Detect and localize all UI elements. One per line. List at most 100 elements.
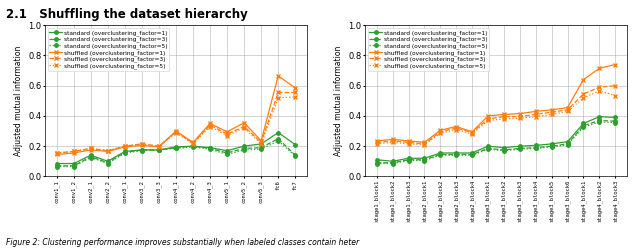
standard (overclustering_factor=5) bbox=[388, 162, 396, 165]
shuffled (overclustering_factor=5) bbox=[291, 96, 299, 99]
Line: standard (overclustering_factor=5): standard (overclustering_factor=5) bbox=[375, 120, 617, 165]
standard (overclustering_factor=3) bbox=[532, 146, 540, 149]
shuffled (overclustering_factor=1) bbox=[500, 113, 508, 116]
shuffled (overclustering_factor=3) bbox=[275, 91, 282, 94]
standard (overclustering_factor=1) bbox=[373, 158, 381, 161]
standard (overclustering_factor=3) bbox=[121, 151, 129, 154]
standard (overclustering_factor=5) bbox=[138, 149, 146, 152]
shuffled (overclustering_factor=1) bbox=[121, 145, 129, 148]
standard (overclustering_factor=5) bbox=[87, 156, 95, 159]
shuffled (overclustering_factor=3) bbox=[189, 142, 197, 145]
standard (overclustering_factor=1) bbox=[104, 160, 112, 163]
standard (overclustering_factor=5) bbox=[223, 153, 231, 156]
shuffled (overclustering_factor=3) bbox=[291, 91, 299, 94]
shuffled (overclustering_factor=5) bbox=[468, 133, 476, 136]
standard (overclustering_factor=1) bbox=[532, 144, 540, 147]
standard (overclustering_factor=1) bbox=[257, 142, 265, 145]
shuffled (overclustering_factor=1) bbox=[373, 139, 381, 142]
Line: shuffled (overclustering_factor=5): shuffled (overclustering_factor=5) bbox=[374, 88, 618, 147]
standard (overclustering_factor=5) bbox=[53, 165, 61, 168]
standard (overclustering_factor=1) bbox=[138, 148, 146, 151]
shuffled (overclustering_factor=5) bbox=[172, 131, 180, 134]
shuffled (overclustering_factor=5) bbox=[532, 115, 540, 118]
standard (overclustering_factor=5) bbox=[580, 126, 588, 129]
standard (overclustering_factor=1) bbox=[564, 140, 572, 143]
standard (overclustering_factor=5) bbox=[532, 147, 540, 150]
standard (overclustering_factor=1) bbox=[87, 154, 95, 157]
standard (overclustering_factor=5) bbox=[104, 162, 112, 165]
shuffled (overclustering_factor=1) bbox=[532, 110, 540, 113]
shuffled (overclustering_factor=3) bbox=[87, 147, 95, 150]
shuffled (overclustering_factor=3) bbox=[223, 133, 231, 136]
Line: standard (overclustering_factor=3): standard (overclustering_factor=3) bbox=[55, 137, 297, 168]
standard (overclustering_factor=1) bbox=[121, 150, 129, 153]
shuffled (overclustering_factor=1) bbox=[155, 145, 163, 148]
shuffled (overclustering_factor=5) bbox=[223, 134, 231, 137]
shuffled (overclustering_factor=3) bbox=[500, 115, 508, 118]
Line: standard (overclustering_factor=3): standard (overclustering_factor=3) bbox=[375, 119, 617, 165]
shuffled (overclustering_factor=3) bbox=[611, 84, 619, 87]
shuffled (overclustering_factor=1) bbox=[516, 112, 524, 115]
shuffled (overclustering_factor=3) bbox=[596, 86, 604, 89]
standard (overclustering_factor=1) bbox=[596, 115, 604, 118]
standard (overclustering_factor=1) bbox=[580, 122, 588, 125]
shuffled (overclustering_factor=5) bbox=[500, 117, 508, 120]
standard (overclustering_factor=1) bbox=[291, 143, 299, 146]
shuffled (overclustering_factor=3) bbox=[484, 117, 492, 120]
shuffled (overclustering_factor=1) bbox=[548, 108, 556, 111]
Line: shuffled (overclustering_factor=5): shuffled (overclustering_factor=5) bbox=[54, 94, 298, 155]
standard (overclustering_factor=1) bbox=[240, 145, 248, 148]
shuffled (overclustering_factor=3) bbox=[436, 130, 444, 133]
standard (overclustering_factor=3) bbox=[452, 153, 460, 156]
standard (overclustering_factor=5) bbox=[404, 159, 412, 162]
shuffled (overclustering_factor=3) bbox=[516, 115, 524, 118]
standard (overclustering_factor=5) bbox=[373, 162, 381, 165]
standard (overclustering_factor=1) bbox=[388, 160, 396, 163]
shuffled (overclustering_factor=1) bbox=[388, 138, 396, 141]
shuffled (overclustering_factor=3) bbox=[564, 108, 572, 111]
shuffled (overclustering_factor=5) bbox=[564, 110, 572, 113]
standard (overclustering_factor=1) bbox=[189, 145, 197, 148]
shuffled (overclustering_factor=3) bbox=[70, 150, 77, 153]
standard (overclustering_factor=3) bbox=[275, 137, 282, 140]
standard (overclustering_factor=3) bbox=[257, 146, 265, 149]
Line: standard (overclustering_factor=1): standard (overclustering_factor=1) bbox=[375, 115, 617, 163]
standard (overclustering_factor=1) bbox=[70, 162, 77, 165]
shuffled (overclustering_factor=3) bbox=[373, 141, 381, 144]
standard (overclustering_factor=1) bbox=[53, 162, 61, 165]
shuffled (overclustering_factor=5) bbox=[53, 151, 61, 154]
shuffled (overclustering_factor=1) bbox=[206, 122, 214, 125]
standard (overclustering_factor=1) bbox=[452, 151, 460, 154]
standard (overclustering_factor=1) bbox=[404, 157, 412, 160]
standard (overclustering_factor=5) bbox=[516, 148, 524, 151]
standard (overclustering_factor=3) bbox=[404, 158, 412, 161]
shuffled (overclustering_factor=3) bbox=[138, 142, 146, 145]
standard (overclustering_factor=1) bbox=[500, 146, 508, 149]
shuffled (overclustering_factor=1) bbox=[87, 148, 95, 151]
standard (overclustering_factor=5) bbox=[70, 165, 77, 168]
standard (overclustering_factor=3) bbox=[155, 148, 163, 151]
shuffled (overclustering_factor=5) bbox=[206, 125, 214, 128]
Line: standard (overclustering_factor=5): standard (overclustering_factor=5) bbox=[55, 139, 297, 168]
shuffled (overclustering_factor=5) bbox=[452, 128, 460, 131]
shuffled (overclustering_factor=1) bbox=[596, 67, 604, 70]
shuffled (overclustering_factor=5) bbox=[104, 149, 112, 152]
standard (overclustering_factor=1) bbox=[468, 151, 476, 154]
standard (overclustering_factor=5) bbox=[452, 154, 460, 157]
shuffled (overclustering_factor=5) bbox=[484, 119, 492, 122]
standard (overclustering_factor=3) bbox=[516, 147, 524, 150]
standard (overclustering_factor=1) bbox=[206, 146, 214, 149]
standard (overclustering_factor=3) bbox=[388, 161, 396, 164]
standard (overclustering_factor=5) bbox=[420, 159, 428, 162]
shuffled (overclustering_factor=1) bbox=[53, 153, 61, 156]
standard (overclustering_factor=1) bbox=[516, 145, 524, 148]
standard (overclustering_factor=1) bbox=[611, 116, 619, 119]
shuffled (overclustering_factor=1) bbox=[484, 114, 492, 117]
standard (overclustering_factor=1) bbox=[548, 142, 556, 145]
shuffled (overclustering_factor=1) bbox=[257, 139, 265, 142]
standard (overclustering_factor=5) bbox=[291, 154, 299, 158]
shuffled (overclustering_factor=5) bbox=[70, 150, 77, 153]
standard (overclustering_factor=3) bbox=[484, 147, 492, 150]
Text: Figure 2: Clustering performance improves substantially when labeled classes con: Figure 2: Clustering performance improve… bbox=[6, 238, 360, 247]
shuffled (overclustering_factor=5) bbox=[138, 142, 146, 145]
